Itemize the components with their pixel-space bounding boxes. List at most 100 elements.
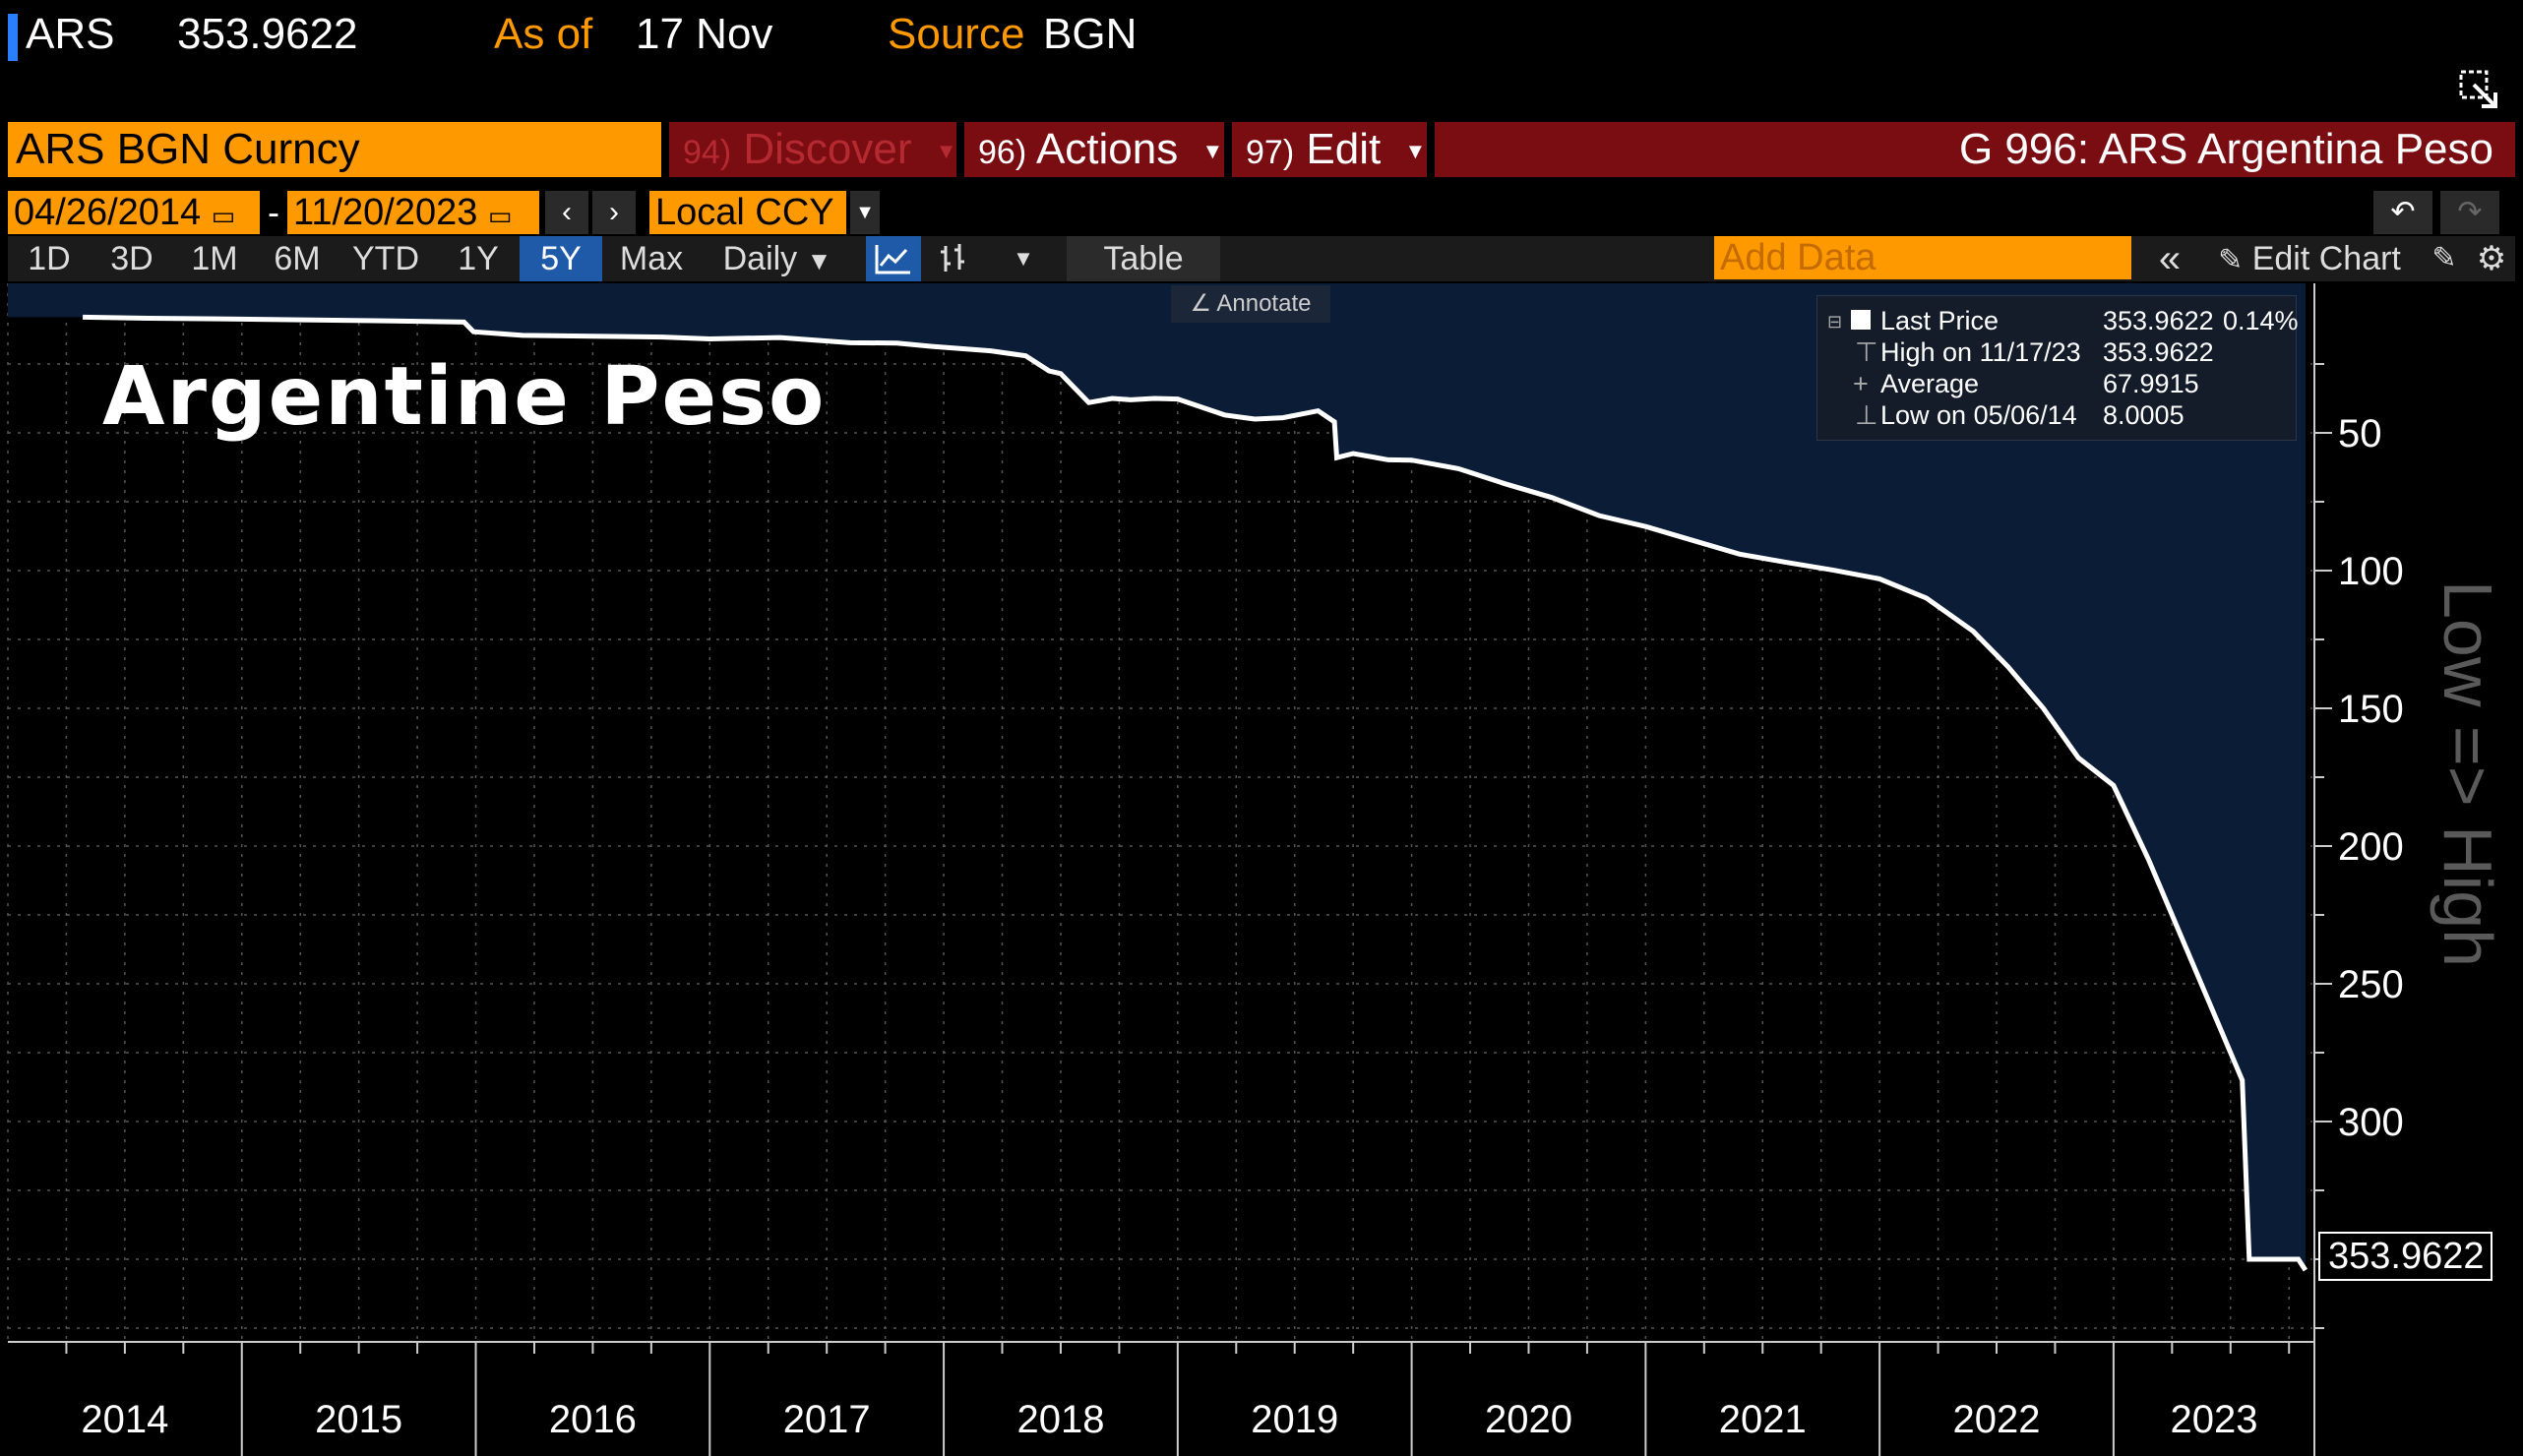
start-date-field[interactable]: 04/26/2014 ▭ — [8, 191, 260, 234]
source-label: Source — [888, 10, 1025, 58]
resize-icon[interactable] — [2458, 69, 2501, 112]
legend-high-value: 353.9622 — [2103, 337, 2214, 367]
actions-button[interactable]: 96) Actions ▼ — [964, 122, 1224, 177]
table-button[interactable]: Table — [1067, 236, 1220, 281]
annotate-label: Annotate — [1216, 290, 1312, 317]
add-data-input[interactable]: Add Data — [1714, 236, 2131, 279]
legend-low-label: Low on 05/06/14 — [1880, 400, 2077, 430]
discover-label: Discover — [743, 125, 912, 173]
actions-number: 96) — [978, 134, 1027, 171]
annotate-button[interactable]: ∠ Annotate — [1171, 285, 1330, 323]
currency-value: Local CCY — [655, 192, 834, 233]
function-title: G 996: ARS Argentina Peso — [1435, 122, 2515, 177]
edit-label: Edit — [1306, 125, 1382, 173]
x-tick-label: 2015 — [315, 1398, 402, 1441]
x-tick-label: 2023 — [2170, 1398, 2257, 1441]
chart-legend: ⊟ Last Price 353.9622 0.14% ⊤ High on 11… — [1816, 295, 2299, 441]
period-3d[interactable]: 3D — [110, 240, 154, 277]
period-5y[interactable]: 5Y — [520, 236, 602, 281]
ticker-marker — [8, 14, 18, 61]
date-separator: - — [268, 192, 279, 232]
period-1d[interactable]: 1D — [28, 240, 71, 277]
period-max[interactable]: Max — [619, 240, 684, 277]
legend-avg-value: 67.9915 — [2103, 369, 2199, 398]
currency-select[interactable]: Local CCY — [649, 191, 846, 234]
calendar-icon[interactable]: ▭ — [211, 201, 236, 230]
start-date-value: 04/26/2014 — [14, 192, 202, 233]
x-tick-label: 2022 — [1953, 1398, 2041, 1441]
period-toolbar: 1D 3D 1M 6M YTD 1Y 5Y Max Daily ▼ ▼ Tabl… — [8, 236, 2515, 281]
as-of-label: As of — [494, 10, 593, 58]
period-1y[interactable]: 1Y — [458, 240, 499, 277]
pencil-icon: ✎ — [2218, 244, 2244, 276]
x-tick-label: 2019 — [1251, 1398, 1338, 1441]
x-tick-label: 2020 — [1485, 1398, 1572, 1441]
line-chart-icon[interactable] — [866, 236, 921, 281]
chevron-down-icon[interactable]: ▼ — [850, 191, 880, 234]
axis-direction-label: Low => High — [2430, 580, 2506, 968]
edit-button[interactable]: 97) Edit ▼ — [1232, 122, 1427, 177]
legend-low-value: 8.0005 — [2103, 400, 2185, 430]
y-tick-label: 300 — [2338, 1101, 2404, 1144]
last-price-flag: 353.9622 — [2318, 1232, 2492, 1281]
y-tick-label: 100 — [2338, 550, 2404, 593]
security-field[interactable]: ARS BGN Curncy — [8, 122, 661, 177]
period-1m[interactable]: 1M — [191, 240, 238, 277]
chevron-down-icon: ▼ — [1201, 139, 1224, 164]
gear-icon[interactable]: ⚙ — [2476, 240, 2507, 277]
as-of-value: 17 Nov — [636, 10, 773, 58]
legend-last-change: 0.14% — [2223, 306, 2299, 335]
collapse-icon[interactable]: ⊟ — [1827, 312, 1843, 332]
end-date-value: 11/20/2023 — [293, 192, 478, 233]
edit-number: 97) — [1246, 134, 1295, 171]
y-tick-label: 250 — [2338, 963, 2404, 1006]
next-range-button[interactable]: › — [592, 191, 636, 234]
legend-high-label: High on 11/17/23 — [1880, 337, 2081, 367]
period-6m[interactable]: 6M — [274, 240, 321, 277]
chevron-down-icon: ▼ — [935, 139, 957, 164]
period-ytd[interactable]: YTD — [352, 240, 419, 277]
price-line — [83, 314, 2308, 1272]
actions-label: Actions — [1035, 125, 1179, 173]
security-header: ARS 353.9622 As of 17 Nov Source BGN — [0, 0, 2523, 79]
edit-chart-label: Edit Chart — [2251, 240, 2401, 277]
chevron-down-icon: ▼ — [1404, 139, 1427, 164]
collapse-icon[interactable]: « — [2158, 237, 2182, 280]
undo-button[interactable]: ↶ — [2373, 191, 2432, 234]
legend-row-low: ⊥ Low on 05/06/14 8.0005 — [1817, 400, 2296, 432]
series-swatch — [1851, 310, 1871, 330]
frequency-select[interactable]: Daily ▼ — [705, 236, 850, 281]
x-tick-label: 2018 — [1016, 1398, 1104, 1441]
pencil-icon: ∠ — [1190, 290, 1212, 317]
legend-row-average: + Average 67.9915 — [1817, 369, 2296, 400]
legend-last-label: Last Price — [1880, 306, 2000, 335]
chevron-down-icon[interactable]: ▼ — [1013, 246, 1034, 271]
chart-settings-icon[interactable]: ✎ — [2431, 242, 2457, 274]
source-value: BGN — [1043, 10, 1138, 58]
redo-button[interactable]: ↷ — [2440, 191, 2499, 234]
edit-chart-button[interactable]: ✎ Edit Chart — [2200, 236, 2419, 281]
x-tick-label: 2014 — [81, 1398, 168, 1441]
legend-row-high: ⊤ High on 11/17/23 353.9622 — [1817, 337, 2296, 369]
y-tick-label: 150 — [2338, 688, 2404, 731]
date-range-bar: 04/26/2014 ▭ - 11/20/2023 ▭ ‹ › Local CC… — [8, 191, 2515, 236]
command-bar: ARS BGN Curncy 94) Discover ▼ 96) Action… — [8, 122, 2515, 177]
legend-avg-label: Average — [1880, 369, 1980, 398]
x-tick-label: 2017 — [783, 1398, 871, 1441]
previous-range-button[interactable]: ‹ — [545, 191, 588, 234]
calendar-icon[interactable]: ▭ — [487, 201, 513, 230]
y-tick-label: 50 — [2338, 412, 2382, 455]
high-marker-icon: ⊤ — [1855, 337, 1878, 367]
low-marker-icon: ⊥ — [1855, 400, 1878, 430]
bar-chart-icon[interactable] — [925, 236, 980, 281]
discover-number: 94) — [683, 134, 732, 171]
y-tick-label: 200 — [2338, 825, 2404, 869]
average-marker-icon: + — [1853, 369, 1869, 398]
legend-last-value: 353.9622 — [2103, 306, 2214, 335]
discover-button[interactable]: 94) Discover ▼ — [669, 122, 957, 177]
frequency-value: Daily — [722, 240, 798, 277]
end-date-field[interactable]: 11/20/2023 ▭ — [287, 191, 539, 234]
chevron-down-icon: ▼ — [806, 246, 832, 275]
legend-row-last: Last Price 353.9622 0.14% — [1817, 306, 2299, 337]
x-tick-label: 2016 — [549, 1398, 637, 1441]
